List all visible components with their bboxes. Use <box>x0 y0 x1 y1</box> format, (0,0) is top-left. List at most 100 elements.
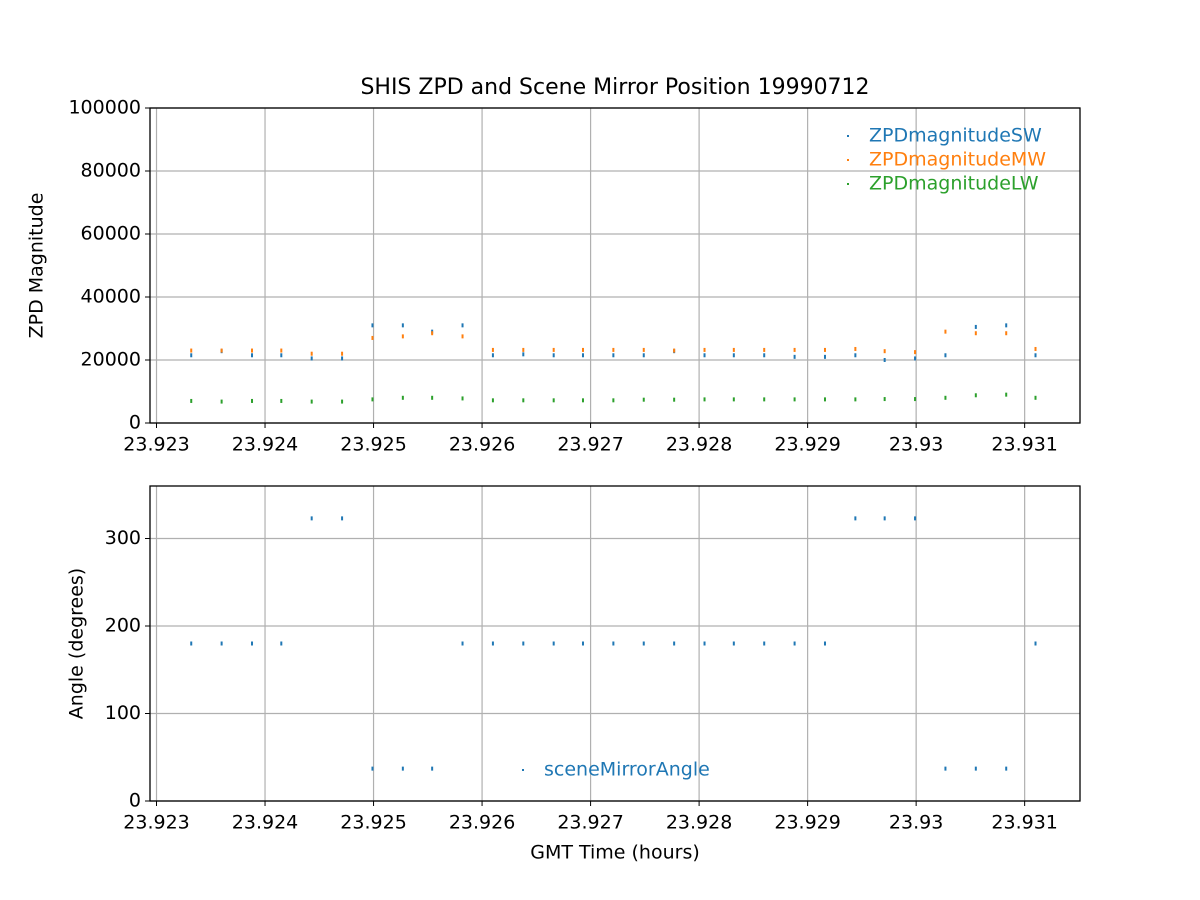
point <box>612 353 615 358</box>
point <box>883 397 886 402</box>
point <box>220 641 223 646</box>
point <box>642 353 645 358</box>
y-tick-label: 100000 <box>68 97 141 119</box>
point <box>703 397 706 402</box>
point <box>491 347 494 352</box>
x-tick-label: 23.923 <box>123 812 189 834</box>
point <box>914 350 917 355</box>
point <box>461 323 464 328</box>
legend-marker <box>847 159 849 161</box>
y-tick-label: 40000 <box>81 286 141 308</box>
point <box>461 334 464 339</box>
point <box>763 347 766 352</box>
point <box>461 641 464 646</box>
point <box>612 398 615 403</box>
point <box>1034 346 1037 351</box>
point <box>793 354 796 359</box>
point <box>1034 641 1037 646</box>
point <box>341 356 344 361</box>
point <box>190 353 193 358</box>
point <box>581 353 584 358</box>
point <box>190 398 193 403</box>
x-tick-label: 23.929 <box>774 434 840 456</box>
point <box>581 641 584 646</box>
x-tick-label: 23.927 <box>557 434 623 456</box>
point <box>854 397 857 402</box>
point <box>552 641 555 646</box>
point <box>944 395 947 400</box>
x-tick-label: 23.931 <box>991 812 1057 834</box>
y-tick-label: 60000 <box>81 223 141 245</box>
y-tick-label: 0 <box>129 790 141 812</box>
point <box>341 351 344 356</box>
point <box>341 399 344 404</box>
x-tick-label: 23.928 <box>666 434 732 456</box>
point <box>854 346 857 351</box>
point <box>883 516 886 521</box>
point <box>461 396 464 401</box>
point <box>280 641 283 646</box>
x-tick-label: 23.926 <box>449 812 515 834</box>
point <box>763 641 766 646</box>
point <box>491 353 494 358</box>
point <box>703 347 706 352</box>
x-tick-label: 23.925 <box>340 434 406 456</box>
point <box>974 766 977 771</box>
point <box>581 347 584 352</box>
y-tick-label: 20000 <box>81 349 141 371</box>
point <box>371 335 374 340</box>
legend-marker <box>847 135 849 137</box>
point <box>673 397 676 402</box>
y-tick-label: 0 <box>129 412 141 434</box>
point <box>220 399 223 404</box>
point <box>371 397 374 402</box>
legend-label: ZPDmagnitudeMW <box>869 149 1046 171</box>
point <box>251 641 254 646</box>
point <box>280 353 283 358</box>
point <box>642 397 645 402</box>
point <box>431 766 434 771</box>
y-axis-label: Angle (degrees) <box>66 568 88 719</box>
y-tick-label: 300 <box>105 527 141 549</box>
point <box>190 348 193 353</box>
point <box>552 398 555 403</box>
point <box>944 353 947 358</box>
point <box>310 516 313 521</box>
point <box>552 347 555 352</box>
point <box>914 356 917 361</box>
point <box>732 641 735 646</box>
point <box>522 352 525 357</box>
y-axis-label: ZPD Magnitude <box>26 193 48 339</box>
point <box>401 766 404 771</box>
point <box>673 348 676 353</box>
point <box>251 353 254 358</box>
x-axis-label: GMT Time (hours) <box>530 842 700 864</box>
point <box>251 348 254 353</box>
point <box>763 353 766 358</box>
point <box>732 347 735 352</box>
point <box>522 398 525 403</box>
point <box>401 334 404 339</box>
point <box>341 516 344 521</box>
point <box>431 331 434 336</box>
point <box>310 351 313 356</box>
x-tick-label: 23.93 <box>889 434 943 456</box>
point <box>491 641 494 646</box>
point <box>371 766 374 771</box>
point <box>491 398 494 403</box>
legend-label: ZPDmagnitudeSW <box>869 125 1042 147</box>
point <box>854 516 857 521</box>
legend-label: ZPDmagnitudeLW <box>869 173 1039 195</box>
point <box>401 395 404 400</box>
point <box>793 641 796 646</box>
x-tick-label: 23.924 <box>232 812 298 834</box>
point <box>823 354 826 359</box>
point <box>823 641 826 646</box>
point <box>612 641 615 646</box>
point <box>522 641 525 646</box>
legend-marker <box>847 183 849 185</box>
point <box>823 397 826 402</box>
point <box>1005 766 1008 771</box>
